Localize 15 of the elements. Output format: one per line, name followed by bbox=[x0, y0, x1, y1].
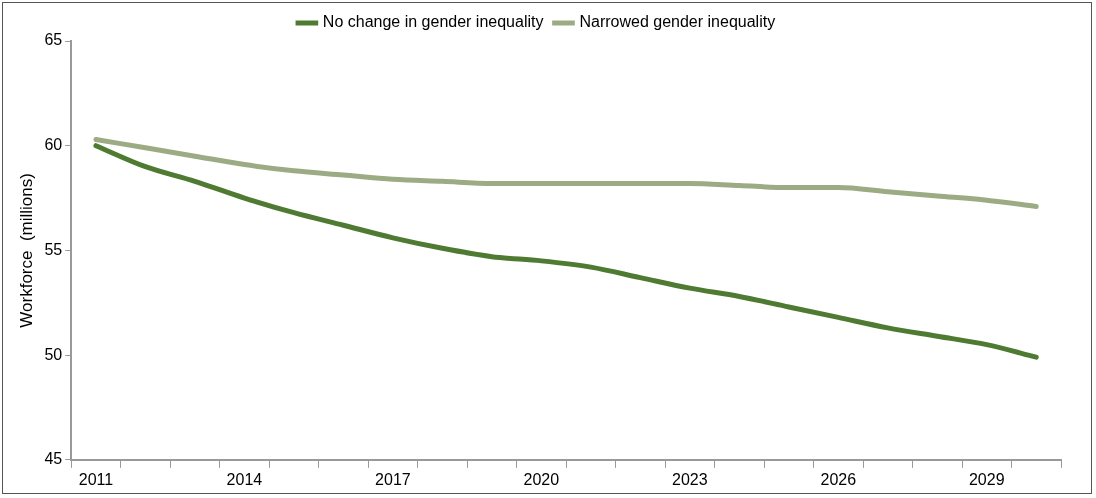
x-tick-label: 2017 bbox=[375, 470, 411, 488]
legend-label: Narrowed gender inequality bbox=[579, 13, 776, 31]
y-tick-label: 50 bbox=[44, 345, 63, 363]
y-axis-title: Workforce (millions) bbox=[16, 173, 36, 328]
x-tick-label: 2020 bbox=[523, 470, 560, 488]
y-tick-label: 45 bbox=[44, 450, 63, 468]
y-tick-label: 60 bbox=[44, 136, 63, 154]
x-tick-label: 2014 bbox=[226, 470, 263, 488]
legend-label: No change in gender inequality bbox=[322, 13, 544, 31]
x-tick-label: 2011 bbox=[78, 470, 114, 488]
x-tick-label: 2023 bbox=[672, 470, 708, 488]
y-tick-label: 55 bbox=[44, 240, 63, 258]
x-tick-label: 2026 bbox=[820, 470, 857, 488]
y-tick-label: 65 bbox=[44, 31, 63, 49]
x-tick-label: 2029 bbox=[968, 470, 1005, 488]
